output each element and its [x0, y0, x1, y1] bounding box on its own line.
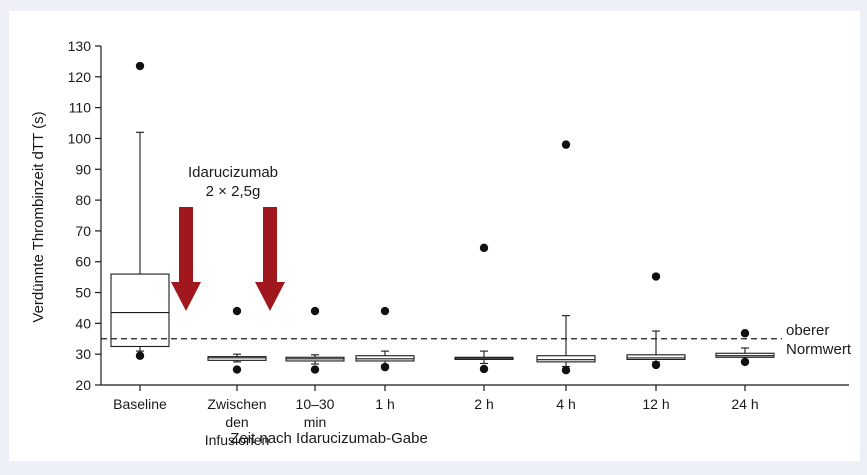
- outlier-point: [135, 351, 145, 360]
- y-tick-label: 120: [68, 69, 92, 85]
- outlier-point: [135, 61, 145, 71]
- x-tick-label: Baseline: [113, 396, 167, 412]
- outlier-point: [479, 364, 489, 374]
- box-group: [207, 306, 267, 374]
- box: [207, 356, 267, 361]
- outlier-point: [561, 366, 571, 375]
- x-tick-label: Infusionen: [205, 432, 270, 448]
- box-group: [626, 272, 686, 370]
- outlier-point: [310, 365, 320, 374]
- reference-line-label: oberer: [786, 322, 829, 339]
- y-tick-label: 80: [75, 192, 91, 208]
- box-group: [454, 243, 514, 374]
- x-axis: Baseline Zwischen den Infusionen 10–30 min 1 h…: [101, 384, 849, 448]
- outlier-point: [479, 243, 489, 253]
- reference-line-group: oberer Normwert: [101, 322, 852, 358]
- box: [626, 354, 686, 360]
- x-tick-label: den: [225, 414, 248, 430]
- outlier-point: [232, 306, 242, 316]
- y-tick-label: 100: [68, 130, 92, 146]
- x-tick-label: 24 h: [731, 396, 758, 412]
- outlier-point: [740, 357, 750, 367]
- x-tick-label: 1 h: [375, 396, 394, 412]
- outlier-point: [651, 272, 661, 281]
- outlier-point: [740, 329, 750, 338]
- y-axis: 20 30 40 50 60 70 80 90 100 110 120 130: [68, 38, 102, 393]
- y-tick-label: 130: [68, 38, 92, 54]
- x-tick-label: 12 h: [642, 396, 669, 412]
- reference-line-label: Normwert: [786, 341, 852, 358]
- y-tick-label: 110: [69, 100, 92, 116]
- y-tick-label: 70: [75, 223, 91, 239]
- box-group: [110, 61, 170, 360]
- x-tick-label: Zwischen: [207, 396, 266, 412]
- outlier-point: [380, 362, 390, 372]
- box-group: [715, 329, 775, 367]
- y-tick-label: 40: [75, 315, 91, 331]
- infusion-annotation: Idarucizumab 2 × 2,5g: [171, 164, 285, 311]
- box-plot-chart: 20 30 40 50 60 70 80 90 100 110 120 130 Baseline Zwi…: [30, 38, 852, 448]
- annotation-label: 2 × 2,5g: [206, 183, 261, 200]
- y-tick-label: 20: [75, 377, 91, 393]
- box: [110, 273, 170, 348]
- outlier-point: [380, 306, 390, 316]
- boxes: [110, 61, 775, 375]
- x-axis-title: Zeit nach Idarucizumab-Gabe: [230, 430, 428, 447]
- outlier-point: [561, 140, 571, 149]
- y-tick-label: 60: [75, 254, 91, 270]
- x-tick-label: 2 h: [474, 396, 493, 412]
- x-tick-label: 4 h: [556, 396, 575, 412]
- box-group: [355, 306, 415, 372]
- box-group: [536, 140, 596, 375]
- outlier-point: [232, 365, 242, 374]
- y-tick-label: 50: [75, 285, 91, 301]
- y-axis-title: Verdünnte Thrombinzeit dTT (s): [30, 111, 47, 322]
- outlier-point: [310, 306, 320, 316]
- box-group: [285, 306, 345, 374]
- plot-panel: 20 30 40 50 60 70 80 90 100 110 120 130 Baseline Zwi…: [9, 11, 860, 461]
- x-tick-label: 10–30: [296, 396, 335, 412]
- infusion-arrow: [255, 207, 285, 311]
- outlier-point: [651, 360, 661, 370]
- annotation-label: Idarucizumab: [188, 164, 278, 181]
- y-tick-label: 90: [75, 161, 91, 177]
- x-tick-label: min: [304, 414, 327, 430]
- y-tick-label: 30: [75, 346, 91, 362]
- infusion-arrow: [171, 207, 201, 311]
- box: [536, 355, 596, 363]
